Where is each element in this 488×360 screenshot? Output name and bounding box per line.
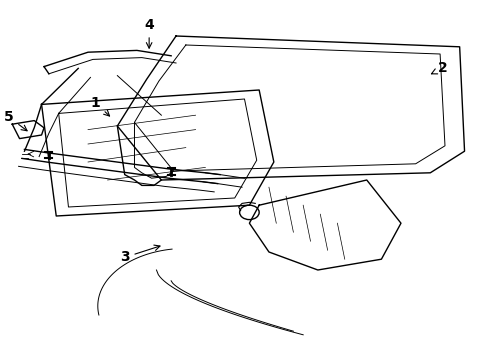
Text: 3: 3 (120, 245, 160, 264)
Text: 5: 5 (4, 110, 27, 131)
Text: 2: 2 (430, 62, 447, 75)
Text: 1: 1 (90, 96, 109, 116)
Text: 4: 4 (144, 18, 154, 48)
